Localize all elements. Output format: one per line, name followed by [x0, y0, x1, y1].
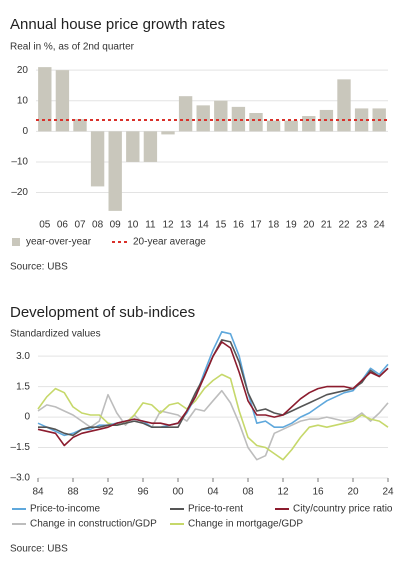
chart-subtitle: Standardized values	[10, 329, 101, 340]
x-tick-label: 16	[233, 220, 245, 231]
y-tick-label: –1.5	[11, 442, 31, 453]
x-tick-label: 92	[102, 487, 114, 498]
bar	[178, 96, 193, 132]
bar	[302, 116, 316, 132]
y-tick-label: –3.0	[11, 473, 31, 484]
chart-subtitle: Real in %, as of 2nd quarter	[10, 42, 135, 53]
y-tick-label: –10	[11, 157, 28, 168]
bar	[73, 119, 87, 132]
series-line	[38, 339, 389, 437]
bar	[337, 79, 351, 132]
bar	[126, 131, 140, 162]
legend-label: year-over-year	[26, 237, 92, 248]
x-tick-label: 13	[180, 220, 192, 231]
x-tick-label: 88	[67, 487, 79, 498]
x-tick-label: 05	[39, 220, 51, 231]
source: Source: UBS	[10, 544, 68, 555]
x-tick-label: 00	[172, 487, 184, 498]
bar	[55, 70, 70, 132]
legend-label: Price-to-rent	[188, 504, 243, 515]
bar	[143, 131, 158, 162]
bar	[38, 67, 52, 132]
x-tick-label: 09	[110, 220, 122, 231]
x-tick-label: 23	[356, 220, 368, 231]
x-tick-label: 16	[312, 487, 324, 498]
x-tick-label: 08	[242, 487, 254, 498]
bar	[90, 131, 105, 187]
x-tick-label: 07	[74, 220, 86, 231]
x-tick-label: 15	[215, 220, 227, 231]
x-tick-label: 24	[374, 220, 386, 231]
y-tick-label: –20	[11, 187, 28, 198]
bar	[249, 113, 263, 132]
x-tick-label: 12	[277, 487, 289, 498]
x-tick-label: 20	[303, 220, 315, 231]
series-line	[37, 373, 389, 461]
y-tick-label: 20	[17, 65, 29, 76]
x-tick-label: 17	[250, 220, 262, 231]
x-tick-label: 20	[347, 487, 359, 498]
bar	[214, 100, 228, 132]
x-tick-label: 10	[127, 220, 139, 231]
x-tick-label: 21	[321, 220, 333, 231]
series-line	[37, 341, 389, 447]
legend-label: Change in mortgage/GDP	[188, 519, 303, 530]
legend-label: Change in construction/GDP	[30, 519, 157, 530]
x-tick-label: 22	[338, 220, 350, 231]
bar	[108, 131, 122, 211]
x-tick-label: 04	[207, 487, 219, 498]
x-tick-label: 08	[92, 220, 104, 231]
bar	[266, 120, 281, 132]
bar	[231, 106, 246, 132]
bar	[196, 105, 210, 132]
x-tick-label: 96	[137, 487, 149, 498]
y-tick-label: 3.0	[16, 351, 30, 362]
x-tick-label: 12	[162, 220, 174, 231]
chart-title: Annual house price growth rates	[10, 16, 225, 33]
y-tick-label: 1.5	[16, 381, 30, 392]
series-line	[37, 389, 389, 461]
x-tick-label: 14	[198, 220, 210, 231]
bar	[161, 131, 175, 135]
legend-label: 20-year average	[133, 237, 206, 248]
x-tick-label: 19	[286, 220, 298, 231]
y-tick-label: 0	[24, 412, 30, 423]
x-tick-label: 84	[32, 487, 44, 498]
source: Source: UBS	[10, 262, 68, 273]
x-tick-label: 06	[57, 220, 69, 231]
legend-label: City/country price ratio	[293, 504, 393, 515]
y-tick-label: 10	[17, 95, 29, 106]
legend-swatch	[12, 238, 20, 246]
x-tick-label: 11	[145, 220, 156, 231]
bar	[284, 120, 298, 132]
x-tick-label: 18	[268, 220, 280, 231]
y-tick-label: 0	[22, 126, 28, 137]
legend-label: Price-to-income	[30, 504, 100, 515]
chart-title: Development of sub-indices	[10, 304, 195, 321]
x-tick-label: 24	[382, 487, 394, 498]
